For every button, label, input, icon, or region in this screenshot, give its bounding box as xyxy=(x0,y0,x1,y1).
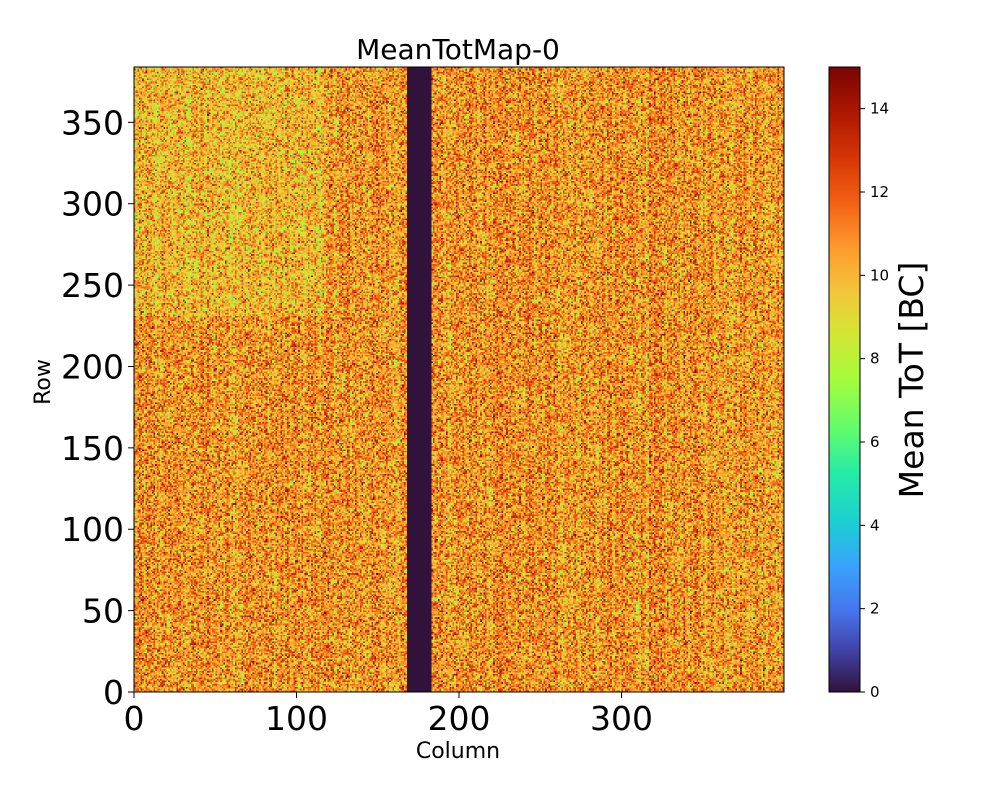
y-tick-label: 300 xyxy=(61,185,124,224)
colorbar-gradient xyxy=(829,67,860,692)
colorbar-label: Mean ToT [BC] xyxy=(892,262,931,499)
colorbar-tick-label: 10 xyxy=(870,266,889,284)
chart-title: MeanTotMap-0 xyxy=(356,33,560,66)
colorbar-tick-label: 4 xyxy=(870,516,880,534)
x-axis-label: Column xyxy=(416,739,500,764)
x-tick-label: 0 xyxy=(124,699,145,738)
heatmap-image xyxy=(134,67,784,692)
y-axis: 0 50 100 150 200 250 300 350 xyxy=(61,103,134,712)
x-tick-label: 100 xyxy=(265,699,328,738)
colorbar-tick-label: 12 xyxy=(870,183,889,201)
y-tick-label: 200 xyxy=(61,347,124,386)
y-tick-label: 150 xyxy=(61,429,124,468)
dead-column-band xyxy=(407,67,432,692)
y-tick-label: 0 xyxy=(103,673,124,712)
y-tick-label: 350 xyxy=(61,103,124,142)
x-axis: 0 100 200 300 xyxy=(124,692,653,738)
colorbar-tick-label: 6 xyxy=(870,433,880,451)
y-axis-label: Row xyxy=(31,359,56,405)
x-tick-label: 200 xyxy=(428,699,491,738)
colorbar-tick-label: 14 xyxy=(870,100,889,118)
colorbar-tick-label: 8 xyxy=(870,350,880,368)
colorbar-axis: 0 2 4 6 8 10 12 14 xyxy=(860,100,889,701)
y-tick-label: 100 xyxy=(61,510,124,549)
colorbar-tick-label: 2 xyxy=(870,600,880,618)
y-tick-label: 250 xyxy=(61,266,124,305)
colorbar-frame xyxy=(828,66,861,693)
colorbar-tick-label: 0 xyxy=(870,683,880,701)
heatmap-plot-area xyxy=(133,66,785,693)
y-tick-label: 50 xyxy=(82,592,124,631)
x-tick-label: 300 xyxy=(590,699,653,738)
